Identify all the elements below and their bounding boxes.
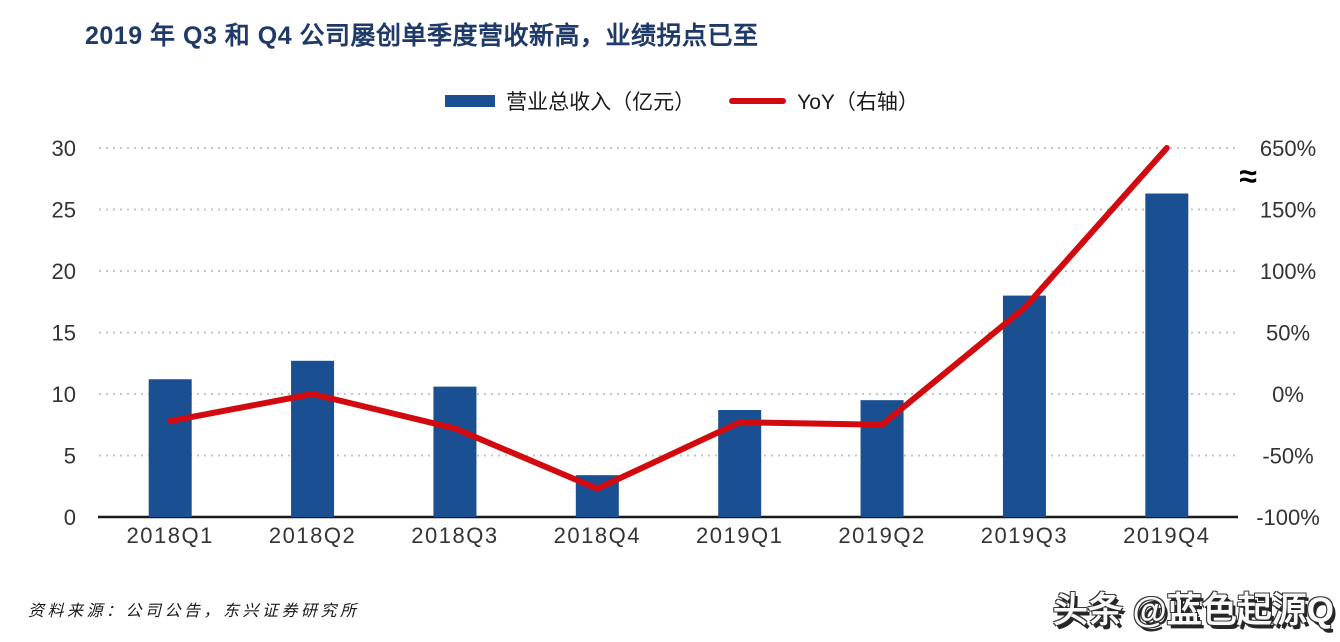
right-axis-break-icon: ≈ xyxy=(1239,158,1257,194)
left-axis-tick-label: 30 xyxy=(52,136,76,161)
bar-2018Q3 xyxy=(433,386,477,517)
left-axis-tick-label: 10 xyxy=(52,382,76,407)
left-axis-tick-label: 0 xyxy=(64,505,76,530)
right-axis-tick-label: 650% xyxy=(1260,136,1316,161)
legend-bar-swatch-icon xyxy=(445,95,496,107)
legend-line-swatch-icon xyxy=(729,98,787,104)
left-axis-tick-label: 25 xyxy=(52,198,76,223)
bar-2018Q2 xyxy=(291,360,335,517)
legend-label-revenue: 营业总收入（亿元） xyxy=(506,91,696,114)
x-axis-label-2019Q4: 2019Q4 xyxy=(1123,523,1210,548)
right-axis-tick-label: 50% xyxy=(1266,321,1310,346)
bar-2018Q1 xyxy=(148,379,192,517)
x-axis-label-2018Q2: 2018Q2 xyxy=(269,523,356,548)
right-axis-tick-label: 100% xyxy=(1260,259,1316,284)
left-axis-tick-label: 5 xyxy=(64,444,76,469)
bar-2019Q2 xyxy=(860,400,904,517)
legend-item-revenue: 营业总收入（亿元） xyxy=(445,86,695,116)
right-axis-tick-label: 0% xyxy=(1272,382,1304,407)
x-axis-label-2018Q3: 2018Q3 xyxy=(411,523,498,548)
x-axis-label-2019Q2: 2019Q2 xyxy=(838,523,925,548)
x-axis-label-2018Q1: 2018Q1 xyxy=(127,523,214,548)
legend: 营业总收入（亿元） YoY（右轴） xyxy=(12,86,1340,116)
bar-2019Q4 xyxy=(1145,193,1189,517)
yoy-line xyxy=(167,145,1170,492)
chart-title: 2019 年 Q3 和 Q4 公司屡创单季度营收新高，业绩拐点已至 xyxy=(85,22,759,50)
x-axis-label-2018Q4: 2018Q4 xyxy=(554,523,641,548)
legend-label-yoy: YoY（右轴） xyxy=(797,91,919,114)
x-axis-label-2019Q3: 2019Q3 xyxy=(981,523,1068,548)
right-axis-tick-label: 150% xyxy=(1260,198,1316,223)
watermark: 头条 @蓝色起源Q xyxy=(1052,591,1334,630)
source-note: 资料来源：公司公告，东兴证券研究所 xyxy=(28,603,360,620)
bar-2019Q3 xyxy=(1002,295,1046,517)
x-axis-label-2019Q1: 2019Q1 xyxy=(696,523,783,548)
left-axis-tick-label: 15 xyxy=(52,321,76,346)
right-axis-tick-label: -100% xyxy=(1256,505,1320,530)
right-axis-tick-label: -50% xyxy=(1262,444,1313,469)
left-axis-tick-label: 20 xyxy=(52,259,76,284)
legend-item-yoy: YoY（右轴） xyxy=(729,86,919,116)
